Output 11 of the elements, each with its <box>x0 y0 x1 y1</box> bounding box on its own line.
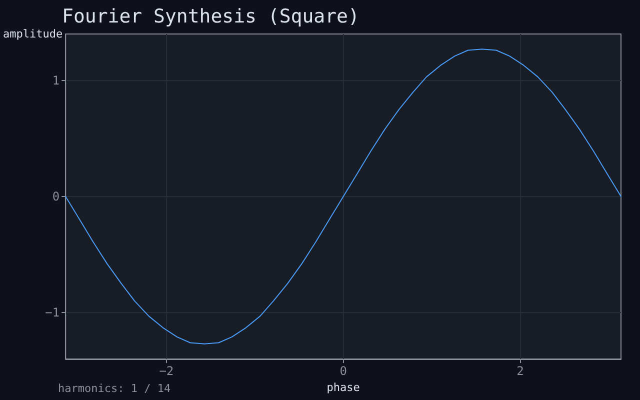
x-axis-title: phase <box>326 380 360 394</box>
y-axis-title: amplitude <box>2 28 63 40</box>
text: harmonics: 1 / 14 <box>58 382 171 395</box>
y-tick-label: 1 <box>52 73 60 88</box>
x-tick-label: 0 <box>340 364 347 378</box>
chart-title: Fourier Synthesis (Square) <box>62 6 360 28</box>
y-tick-label: −1 <box>45 306 60 320</box>
line-series <box>65 48 622 344</box>
y-tick-label: 0 <box>52 190 60 204</box>
x-tick-label: 2 <box>516 364 524 378</box>
x-tick-label: −2 <box>159 364 174 378</box>
